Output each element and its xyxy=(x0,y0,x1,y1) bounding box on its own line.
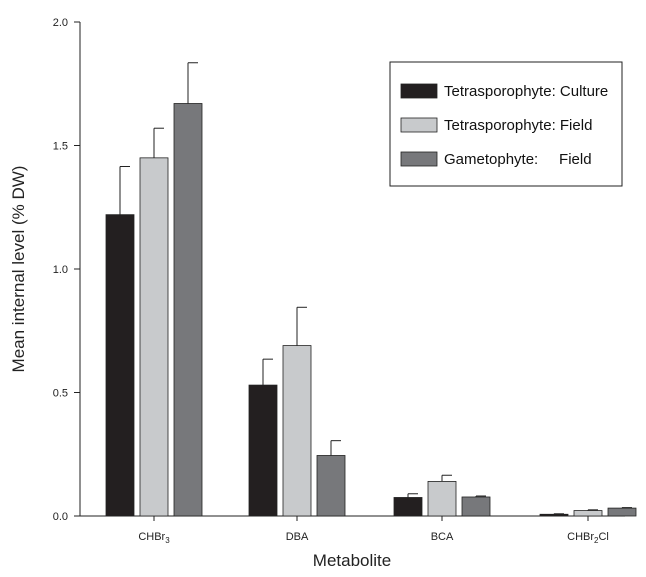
bar xyxy=(427,481,457,517)
bar xyxy=(139,157,169,517)
y-ticks: 0.0 0.5 1.0 1.5 2.0 xyxy=(53,17,80,523)
bar xyxy=(173,103,203,517)
x-axis-title: Metabolite xyxy=(313,551,391,570)
bar xyxy=(105,214,135,517)
legend-swatch xyxy=(400,151,438,167)
y-tick-label: 1.0 xyxy=(53,264,68,276)
y-axis-title: Mean internal level (% DW) xyxy=(9,166,28,373)
x-tick-label: DBA xyxy=(286,531,309,543)
bar xyxy=(393,497,423,517)
legend-swatch xyxy=(400,117,438,133)
legend-label: Tetrasporophyte: Field xyxy=(444,117,592,134)
y-tick-label: 1.5 xyxy=(53,141,68,153)
bar xyxy=(539,513,569,517)
legend-label: Gametophyte: Field xyxy=(444,151,592,168)
y-tick-label: 0.5 xyxy=(53,388,68,400)
x-tick-label: CHBr3 xyxy=(138,531,170,545)
bar xyxy=(316,455,346,517)
y-tick-label: 0.0 xyxy=(53,511,68,523)
y-tick-label: 2.0 xyxy=(53,17,68,29)
bar xyxy=(607,507,637,517)
bar xyxy=(573,510,603,517)
x-tick-label: BCA xyxy=(431,531,454,543)
bars xyxy=(105,103,637,517)
legend-swatch xyxy=(400,83,438,99)
error-bars xyxy=(119,62,632,515)
x-tick-label: CHBr2Cl xyxy=(567,531,609,545)
bar xyxy=(282,345,312,517)
bar xyxy=(461,496,491,517)
legend: Tetrasporophyte: Culture Tetrasporophyte:… xyxy=(389,61,623,187)
x-ticks: CHBr3 DBA BCA CHBr2Cl xyxy=(138,516,609,545)
bar xyxy=(248,384,278,517)
legend-label: Tetrasporophyte: Culture xyxy=(444,83,608,100)
